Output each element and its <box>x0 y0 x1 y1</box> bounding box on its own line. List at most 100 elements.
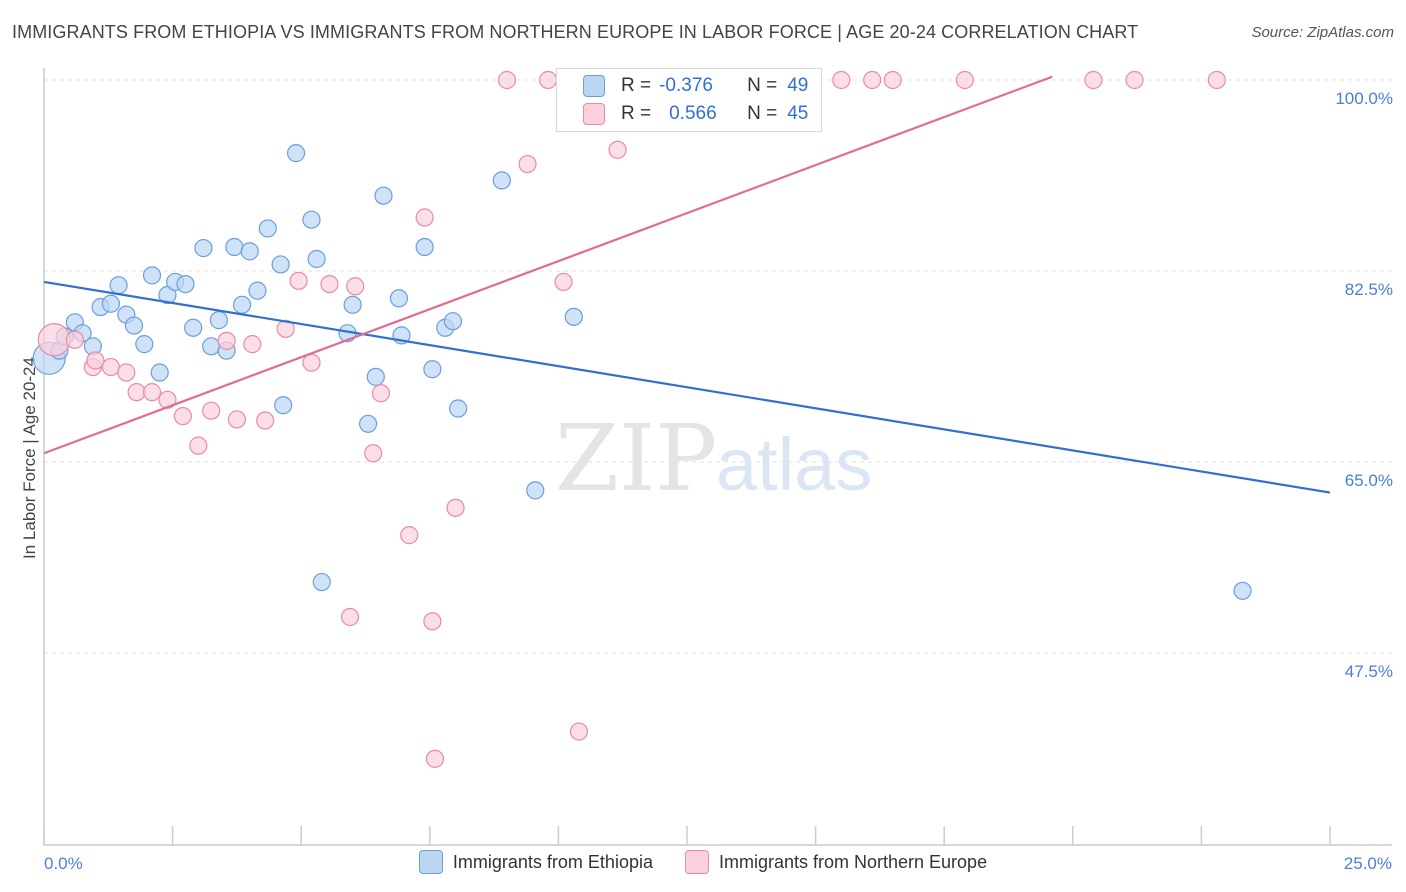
northern-europe-trend-line <box>43 75 1053 455</box>
ethiopia-point[interactable] <box>176 274 195 294</box>
ethiopia-point[interactable] <box>564 307 583 326</box>
ethiopia-point[interactable] <box>358 414 378 433</box>
legend-label-northern-europe: Immigrants from Northern Europe <box>718 851 988 872</box>
series-ethiopia-points <box>32 144 1252 600</box>
series-northern-europe-points <box>37 70 1226 768</box>
northern-europe-point[interactable] <box>142 383 162 402</box>
ethiopia-point[interactable] <box>135 335 154 354</box>
legend-swatch-pink <box>684 850 709 874</box>
northern-europe-point[interactable] <box>86 351 105 370</box>
ethiopia-point[interactable] <box>240 242 259 261</box>
ethiopia-point[interactable] <box>101 294 120 313</box>
ethiopia-point[interactable] <box>225 237 244 257</box>
ethiopia-point[interactable] <box>312 572 331 592</box>
ethiopia-point[interactable] <box>258 219 277 238</box>
northern-europe-point[interactable] <box>425 749 445 768</box>
source-label: Source: ZipAtlas.com <box>1251 24 1394 41</box>
northern-europe-point[interactable] <box>101 357 120 377</box>
northern-europe-point[interactable] <box>243 335 262 354</box>
axes <box>43 68 1392 846</box>
r-value-ethiopia: -0.376 <box>659 75 713 96</box>
r-value-northern-europe: 0.566 <box>669 103 717 124</box>
northern-europe-point[interactable] <box>863 70 882 90</box>
ethiopia-point[interactable] <box>374 186 393 205</box>
legend-item-ethiopia[interactable]: Immigrants from Ethiopia <box>418 850 653 874</box>
ethiopia-point[interactable] <box>124 316 144 335</box>
northern-europe-point[interactable] <box>127 383 146 402</box>
northern-europe-point[interactable] <box>415 208 434 227</box>
ethiopia-point[interactable] <box>286 144 306 163</box>
watermark-zip: ZIP <box>555 405 717 512</box>
northern-europe-point[interactable] <box>364 444 383 463</box>
northern-europe-point[interactable] <box>371 384 391 403</box>
northern-europe-point[interactable] <box>256 411 275 430</box>
ethiopia-point[interactable] <box>271 255 290 274</box>
trend-lines <box>43 75 1331 494</box>
ethiopia-point[interactable] <box>150 363 169 382</box>
ethiopia-point[interactable] <box>142 266 162 285</box>
northern-europe-point[interactable] <box>1084 70 1103 90</box>
ethiopia-point[interactable] <box>443 312 463 331</box>
northern-europe-point[interactable] <box>320 274 339 294</box>
northern-europe-point[interactable] <box>423 612 442 631</box>
ethiopia-point[interactable] <box>423 360 442 379</box>
northern-europe-point[interactable] <box>37 323 71 357</box>
ethiopia-point[interactable] <box>343 295 362 314</box>
ethiopia-point[interactable] <box>389 289 409 308</box>
bottom-legend: Immigrants from Ethiopia Immigrants from… <box>0 850 1406 874</box>
y-tick-label: 47.5% <box>1345 662 1393 681</box>
northern-europe-point[interactable] <box>217 331 236 350</box>
ethiopia-point[interactable] <box>302 210 321 229</box>
n-value-northern-europe: 45 <box>787 103 809 124</box>
x-axis-ticks <box>43 826 1331 845</box>
chart-title: IMMIGRANTS FROM ETHIOPIA VS IMMIGRANTS F… <box>12 22 1139 42</box>
ethiopia-point[interactable] <box>526 481 545 500</box>
northern-europe-point[interactable] <box>1207 70 1226 90</box>
northern-europe-point[interactable] <box>883 70 902 90</box>
ethiopia-point[interactable] <box>248 281 267 300</box>
r-label: R = <box>621 103 652 124</box>
y-tick-label: 65.0% <box>1345 471 1393 490</box>
ethiopia-point[interactable] <box>274 396 293 415</box>
ethiopia-point[interactable] <box>448 399 468 418</box>
northern-europe-point[interactable] <box>1125 70 1144 90</box>
x-tick-label-max: 25.0% <box>1344 854 1392 873</box>
y-tick-label: 100.0% <box>1335 89 1393 108</box>
northern-europe-point[interactable] <box>955 70 974 90</box>
ethiopia-point[interactable] <box>209 311 228 330</box>
northern-europe-point[interactable] <box>189 436 208 455</box>
ethiopia-point[interactable] <box>109 276 128 295</box>
northern-europe-point[interactable] <box>346 277 365 296</box>
northern-europe-point[interactable] <box>400 526 419 545</box>
ethiopia-point[interactable] <box>202 337 221 356</box>
ethiopia-point[interactable] <box>184 318 203 337</box>
northern-europe-point[interactable] <box>554 272 573 292</box>
ethiopia-point[interactable] <box>1233 581 1252 600</box>
northern-europe-point[interactable] <box>608 140 627 159</box>
ethiopia-point[interactable] <box>366 367 385 386</box>
legend-item-northern-europe[interactable]: Immigrants from Northern Europe <box>684 850 988 874</box>
northern-europe-point[interactable] <box>65 330 84 349</box>
northern-europe-point[interactable] <box>446 498 465 517</box>
northern-europe-point[interactable] <box>569 722 589 741</box>
ethiopia-point[interactable] <box>307 249 326 269</box>
northern-europe-point[interactable] <box>173 407 192 426</box>
northern-europe-point[interactable] <box>539 70 558 90</box>
northern-europe-point[interactable] <box>227 410 246 429</box>
northern-europe-point[interactable] <box>518 154 537 174</box>
ethiopia-point[interactable] <box>415 237 434 257</box>
r-label: R = <box>621 75 652 96</box>
ethiopia-trend-line <box>43 280 1331 494</box>
legend-label-ethiopia: Immigrants from Ethiopia <box>452 851 653 872</box>
northern-europe-point[interactable] <box>117 363 136 382</box>
ethiopia-point[interactable] <box>492 171 511 190</box>
ethiopia-point[interactable] <box>232 295 252 314</box>
northern-europe-point[interactable] <box>289 271 308 290</box>
northern-europe-point[interactable] <box>202 401 221 420</box>
northern-europe-point[interactable] <box>832 70 851 90</box>
ethiopia-point[interactable] <box>194 238 213 258</box>
northern-europe-point[interactable] <box>497 70 517 90</box>
northern-europe-point[interactable] <box>276 319 295 338</box>
northern-europe-point[interactable] <box>340 607 360 627</box>
